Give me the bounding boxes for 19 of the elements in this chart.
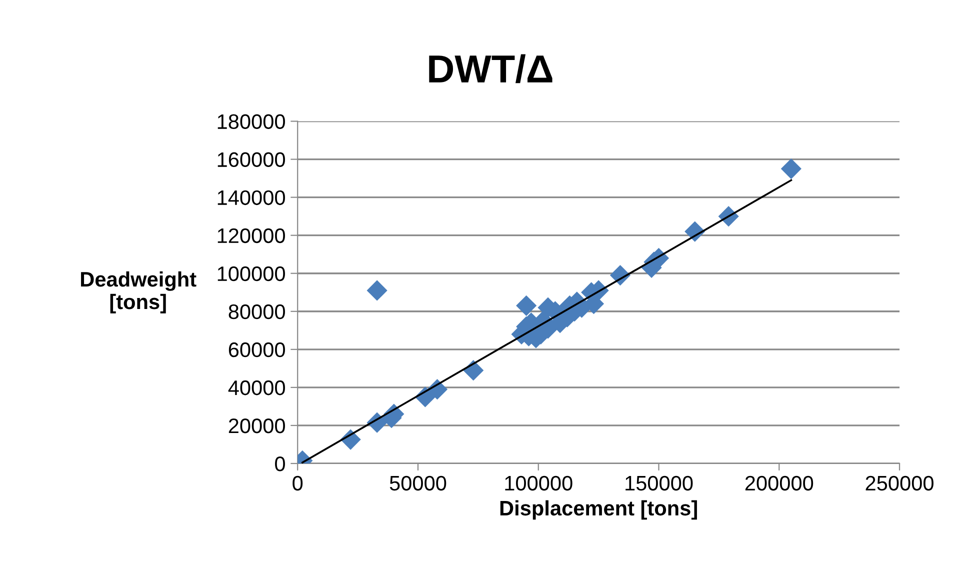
x-tick-label: 250000 xyxy=(866,476,934,491)
y-tick-label: 160000 xyxy=(218,152,285,168)
y-tick-label: 100000 xyxy=(218,266,285,282)
y-tick-label: 180000 xyxy=(218,114,285,130)
y-tick-label: 0 xyxy=(275,456,285,472)
x-tick-label: 150000 xyxy=(626,476,693,491)
y-tick-label: 40000 xyxy=(228,380,285,396)
y-tick-label: 20000 xyxy=(228,418,285,434)
y-tick-label: 60000 xyxy=(228,342,285,358)
x-tick-label: 200000 xyxy=(745,476,814,491)
y-axis-title: Deadweight [tons] xyxy=(81,271,196,314)
x-axis-title: Displacement [tons] xyxy=(500,500,697,520)
y-tick-label: 80000 xyxy=(228,304,285,320)
y-tick-label: 140000 xyxy=(218,190,285,206)
x-tick-label: 100000 xyxy=(505,476,572,491)
x-tick-label: 50000 xyxy=(390,476,446,491)
x-tick-label: 0 xyxy=(292,476,303,491)
chart-title: DWT/Δ xyxy=(429,54,552,84)
y-tick-label: 120000 xyxy=(218,228,285,244)
